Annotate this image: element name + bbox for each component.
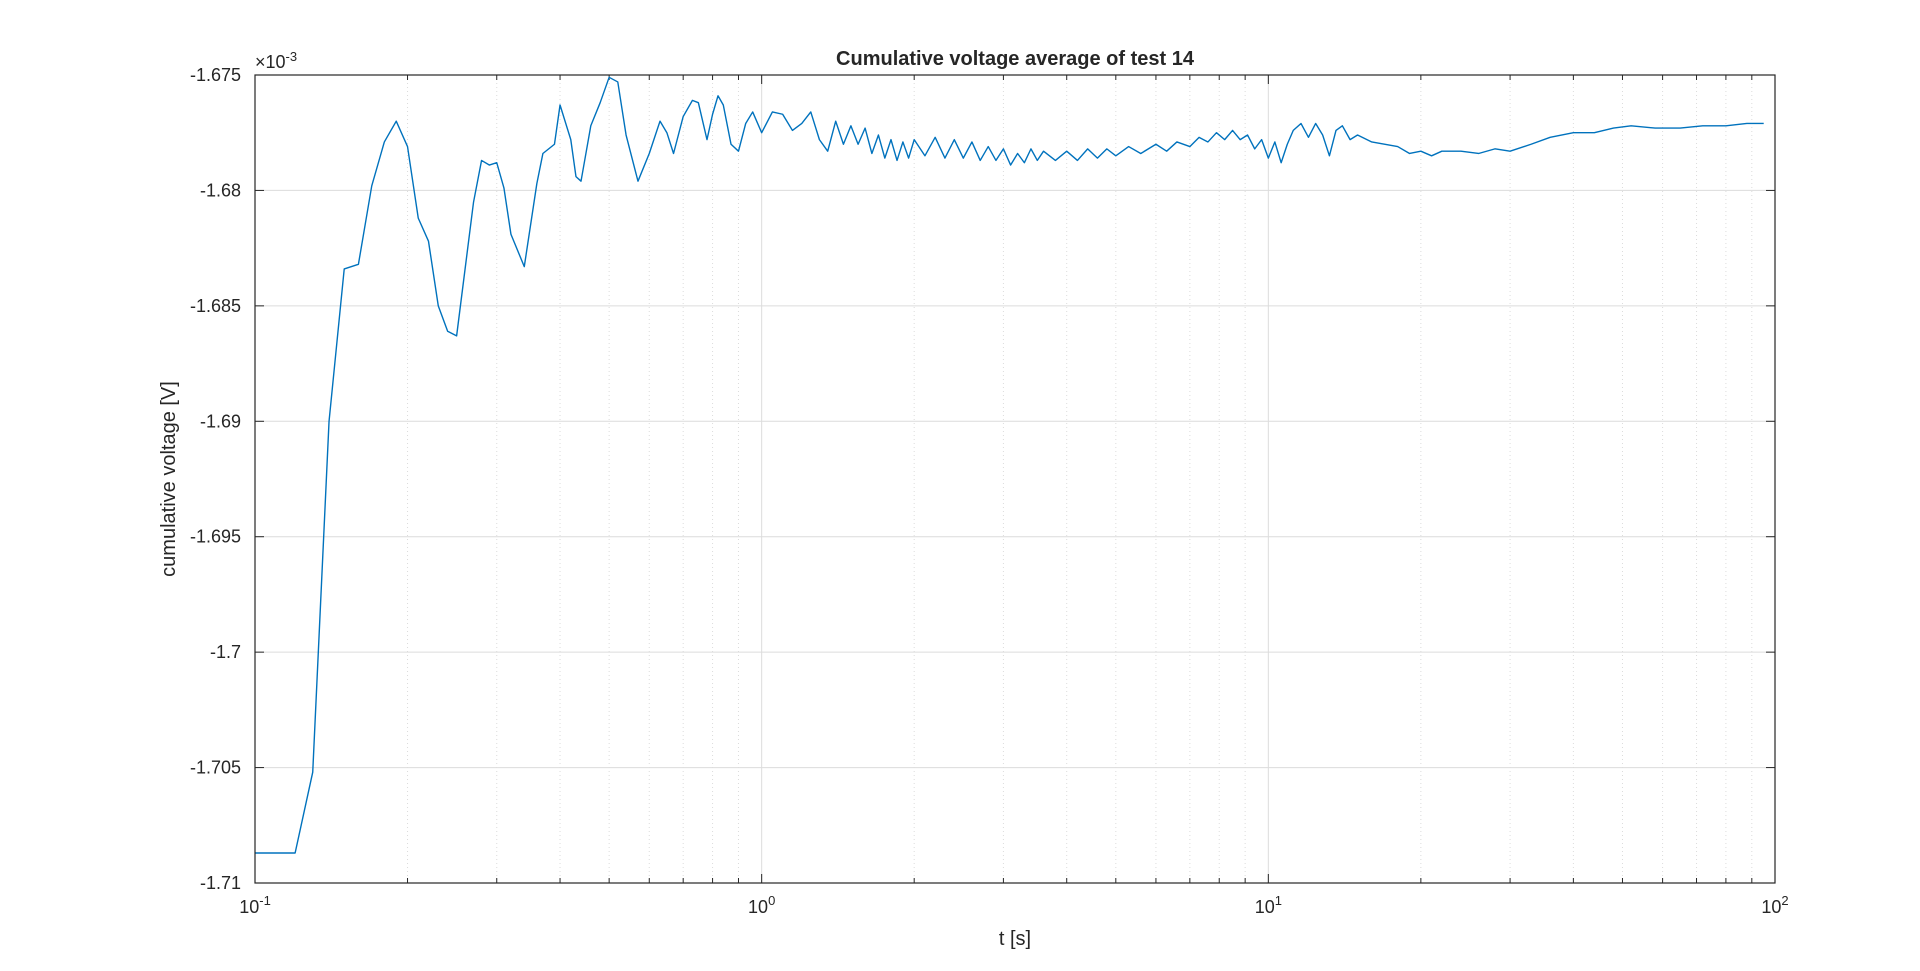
x-tick-label: 100 [748, 893, 775, 917]
chart-title: Cumulative voltage average of test 14 [836, 48, 1195, 70]
series-line [255, 76, 1764, 854]
y-exponent-power: -3 [286, 49, 298, 64]
x-tick-power: 1 [1275, 893, 1282, 908]
y-tick-label: -1.7 [210, 642, 241, 662]
y-tick-label: -1.68 [200, 180, 241, 200]
y-tick-label: -1.695 [190, 527, 241, 547]
x-tick-label: 102 [1761, 893, 1788, 917]
x-tick-label: 10-1 [239, 893, 271, 917]
y-tick-label: -1.71 [200, 873, 241, 893]
x-tick-base: 10 [239, 897, 259, 917]
x-tick-power: 0 [768, 893, 775, 908]
y-tick-label: -1.685 [190, 296, 241, 316]
plot-area: 10-1 100 101 102-1.675-1.68-1.685-1.69-1.69… [190, 65, 1789, 917]
x-axis-label: t [s] [999, 928, 1031, 950]
x-tick-label: 101 [1255, 893, 1282, 917]
y-exponent-label: ×10-3 [255, 49, 297, 72]
x-tick-power: -1 [259, 893, 271, 908]
y-tick-label: -1.675 [190, 65, 241, 85]
x-tick-base: 10 [748, 897, 768, 917]
y-axis-label: cumulative voltage [V] [158, 381, 180, 577]
svg-text:×10-3: ×10-3 [255, 49, 297, 72]
y-exponent-prefix: ×10 [255, 52, 286, 72]
x-tick-power: 2 [1781, 893, 1788, 908]
y-tick-label: -1.705 [190, 758, 241, 778]
y-tick-label: -1.69 [200, 411, 241, 431]
x-tick-base: 10 [1761, 897, 1781, 917]
axes-box [254, 74, 1776, 884]
x-tick-base: 10 [1255, 897, 1275, 917]
